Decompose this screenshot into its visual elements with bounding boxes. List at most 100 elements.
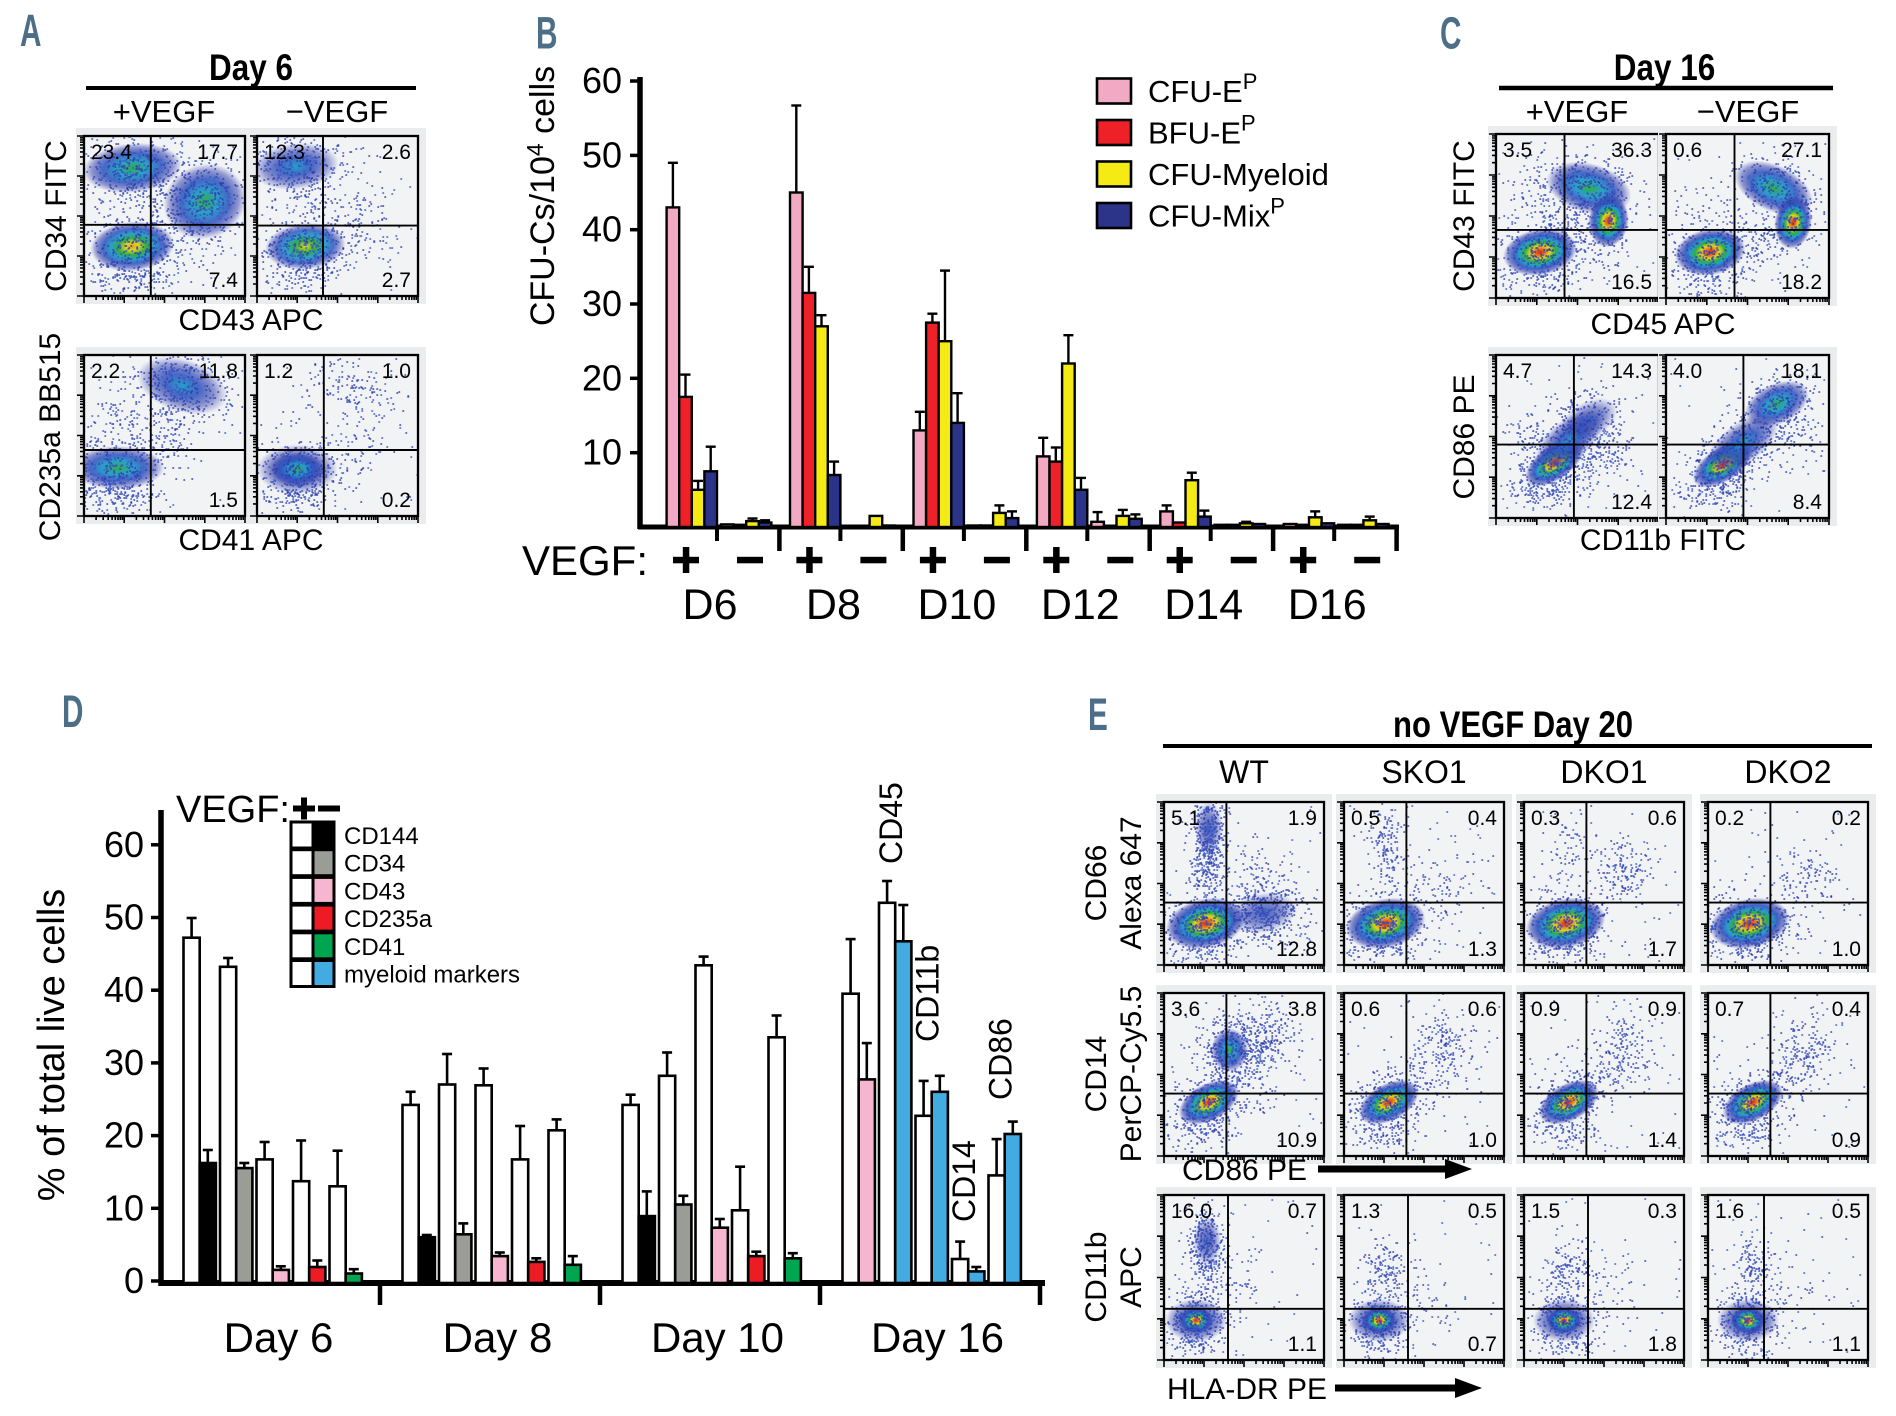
svg-text:3.6: 3.6: [1171, 998, 1200, 1021]
svg-text:0.7: 0.7: [1715, 998, 1744, 1021]
svg-text:2.2: 2.2: [91, 360, 120, 383]
svg-text:DKO1: DKO1: [1560, 754, 1647, 790]
svg-text:D16: D16: [1288, 581, 1367, 629]
svg-text:myeloid markers: myeloid markers: [344, 962, 520, 989]
svg-text:CD43: CD43: [344, 878, 405, 905]
svg-text:CD45 APC: CD45 APC: [1590, 308, 1735, 341]
svg-text:0.2: 0.2: [382, 489, 411, 512]
svg-text:CD14: CD14: [946, 1140, 982, 1222]
svg-text:12.4: 12.4: [1611, 491, 1652, 514]
svg-text:BFU-EP: BFU-EP: [1148, 111, 1256, 151]
svg-text:DKO2: DKO2: [1744, 754, 1831, 790]
svg-text:1.7: 1.7: [1648, 938, 1677, 961]
svg-text:0.5: 0.5: [1468, 1200, 1497, 1223]
svg-text:Day 16: Day 16: [871, 1314, 1004, 1361]
svg-text:0.5: 0.5: [1832, 1200, 1861, 1223]
svg-text:18.1: 18.1: [1781, 360, 1822, 383]
svg-text:no VEGF Day 20: no VEGF Day 20: [1393, 705, 1633, 746]
svg-text:HLA-DR PE: HLA-DR PE: [1167, 1373, 1327, 1406]
svg-text:CFU-Cs/104 cells: CFU-Cs/104 cells: [522, 66, 562, 326]
svg-text:8.4: 8.4: [1793, 491, 1823, 514]
svg-text:36.3: 36.3: [1611, 139, 1652, 162]
svg-text:CD235a: CD235a: [344, 906, 433, 933]
svg-text:1.0: 1.0: [1832, 938, 1861, 961]
svg-text:CD41: CD41: [344, 934, 405, 961]
svg-text:12.8: 12.8: [1276, 938, 1317, 961]
svg-text:2.6: 2.6: [382, 141, 411, 164]
svg-text:A: A: [20, 6, 41, 57]
svg-text:1.3: 1.3: [1468, 938, 1497, 961]
svg-text:60: 60: [582, 60, 622, 101]
svg-text:1.3: 1.3: [1351, 1200, 1380, 1223]
svg-text:27.1: 27.1: [1781, 139, 1822, 162]
svg-text:E: E: [1088, 690, 1108, 741]
svg-text:0.3: 0.3: [1648, 1200, 1677, 1223]
svg-text:5.1: 5.1: [1171, 807, 1200, 830]
svg-text:% of total live cells: % of total live cells: [31, 889, 73, 1202]
svg-text:1.0: 1.0: [1468, 1129, 1497, 1152]
svg-text:Day 8: Day 8: [443, 1314, 553, 1361]
svg-text:PerCP-Cy5.5: PerCP-Cy5.5: [1115, 986, 1148, 1163]
svg-text:1.4: 1.4: [1648, 1129, 1678, 1152]
svg-text:20: 20: [582, 357, 622, 398]
svg-text:+VEGF: +VEGF: [113, 94, 216, 129]
svg-text:11.8: 11.8: [199, 360, 238, 383]
svg-text:3.5: 3.5: [1503, 139, 1532, 162]
svg-text:CD43 FITC: CD43 FITC: [1448, 140, 1481, 292]
svg-text:C: C: [1440, 8, 1461, 59]
svg-text:1.6: 1.6: [1715, 1200, 1744, 1223]
svg-text:−VEGF: −VEGF: [1697, 94, 1800, 129]
svg-text:7.4: 7.4: [209, 269, 239, 292]
svg-text:30: 30: [104, 1042, 144, 1083]
svg-text:17.7: 17.7: [197, 141, 238, 164]
svg-text:40: 40: [104, 969, 144, 1010]
svg-text:D14: D14: [1164, 581, 1243, 629]
svg-text:SKO1: SKO1: [1381, 754, 1466, 790]
svg-text:0.6: 0.6: [1673, 139, 1702, 162]
svg-text:CD11b FITC: CD11b FITC: [1580, 524, 1746, 557]
svg-text:40: 40: [582, 209, 622, 250]
svg-text:D12: D12: [1041, 581, 1120, 629]
svg-text:0.7: 0.7: [1468, 1333, 1497, 1356]
svg-text:16.0: 16.0: [1171, 1200, 1212, 1223]
svg-text:+VEGF: +VEGF: [1526, 94, 1629, 129]
svg-text:4.7: 4.7: [1503, 360, 1532, 383]
svg-text:CD11b: CD11b: [1080, 1231, 1113, 1322]
svg-text:CD86: CD86: [983, 1018, 1019, 1100]
svg-text:0: 0: [124, 1260, 144, 1301]
svg-text:1.9: 1.9: [1288, 807, 1317, 830]
svg-text:CFU-MixP: CFU-MixP: [1148, 194, 1285, 234]
svg-text:1.2: 1.2: [264, 360, 293, 383]
svg-text:D10: D10: [917, 581, 996, 629]
svg-text:VEGF:: VEGF:: [522, 537, 648, 584]
svg-text:1.5: 1.5: [209, 489, 238, 512]
svg-text:0.9: 0.9: [1832, 1129, 1861, 1152]
svg-text:30: 30: [582, 283, 622, 324]
svg-text:CD34: CD34: [344, 851, 405, 878]
svg-text:CD144: CD144: [344, 823, 419, 850]
svg-text:CD45: CD45: [873, 782, 909, 864]
svg-text:Day 6: Day 6: [209, 48, 293, 89]
svg-text:0.7: 0.7: [1288, 1200, 1317, 1223]
svg-text:18.2: 18.2: [1781, 271, 1822, 294]
svg-text:20: 20: [104, 1115, 144, 1156]
svg-text:0.6: 0.6: [1351, 998, 1380, 1021]
svg-text:1.1: 1.1: [1832, 1333, 1861, 1356]
svg-text:D8: D8: [806, 581, 861, 629]
svg-text:D: D: [62, 687, 83, 738]
svg-text:0.6: 0.6: [1468, 998, 1497, 1021]
svg-text:APC: APC: [1115, 1246, 1148, 1308]
svg-text:CD86 PE: CD86 PE: [1448, 374, 1481, 499]
svg-text:Alexa 647: Alexa 647: [1115, 816, 1148, 949]
svg-text:0.9: 0.9: [1648, 998, 1677, 1021]
svg-text:4.0: 4.0: [1673, 360, 1702, 383]
svg-text:0.2: 0.2: [1715, 807, 1744, 830]
svg-text:WT: WT: [1219, 754, 1269, 790]
svg-text:CD66: CD66: [1080, 845, 1113, 922]
svg-text:50: 50: [104, 897, 144, 938]
svg-text:CFU-Myeloid: CFU-Myeloid: [1148, 157, 1329, 192]
svg-text:0.4: 0.4: [1468, 807, 1498, 830]
svg-text:2.7: 2.7: [382, 269, 411, 292]
svg-text:1.8: 1.8: [1648, 1333, 1677, 1356]
svg-text:CD34 FITC: CD34 FITC: [40, 140, 73, 292]
